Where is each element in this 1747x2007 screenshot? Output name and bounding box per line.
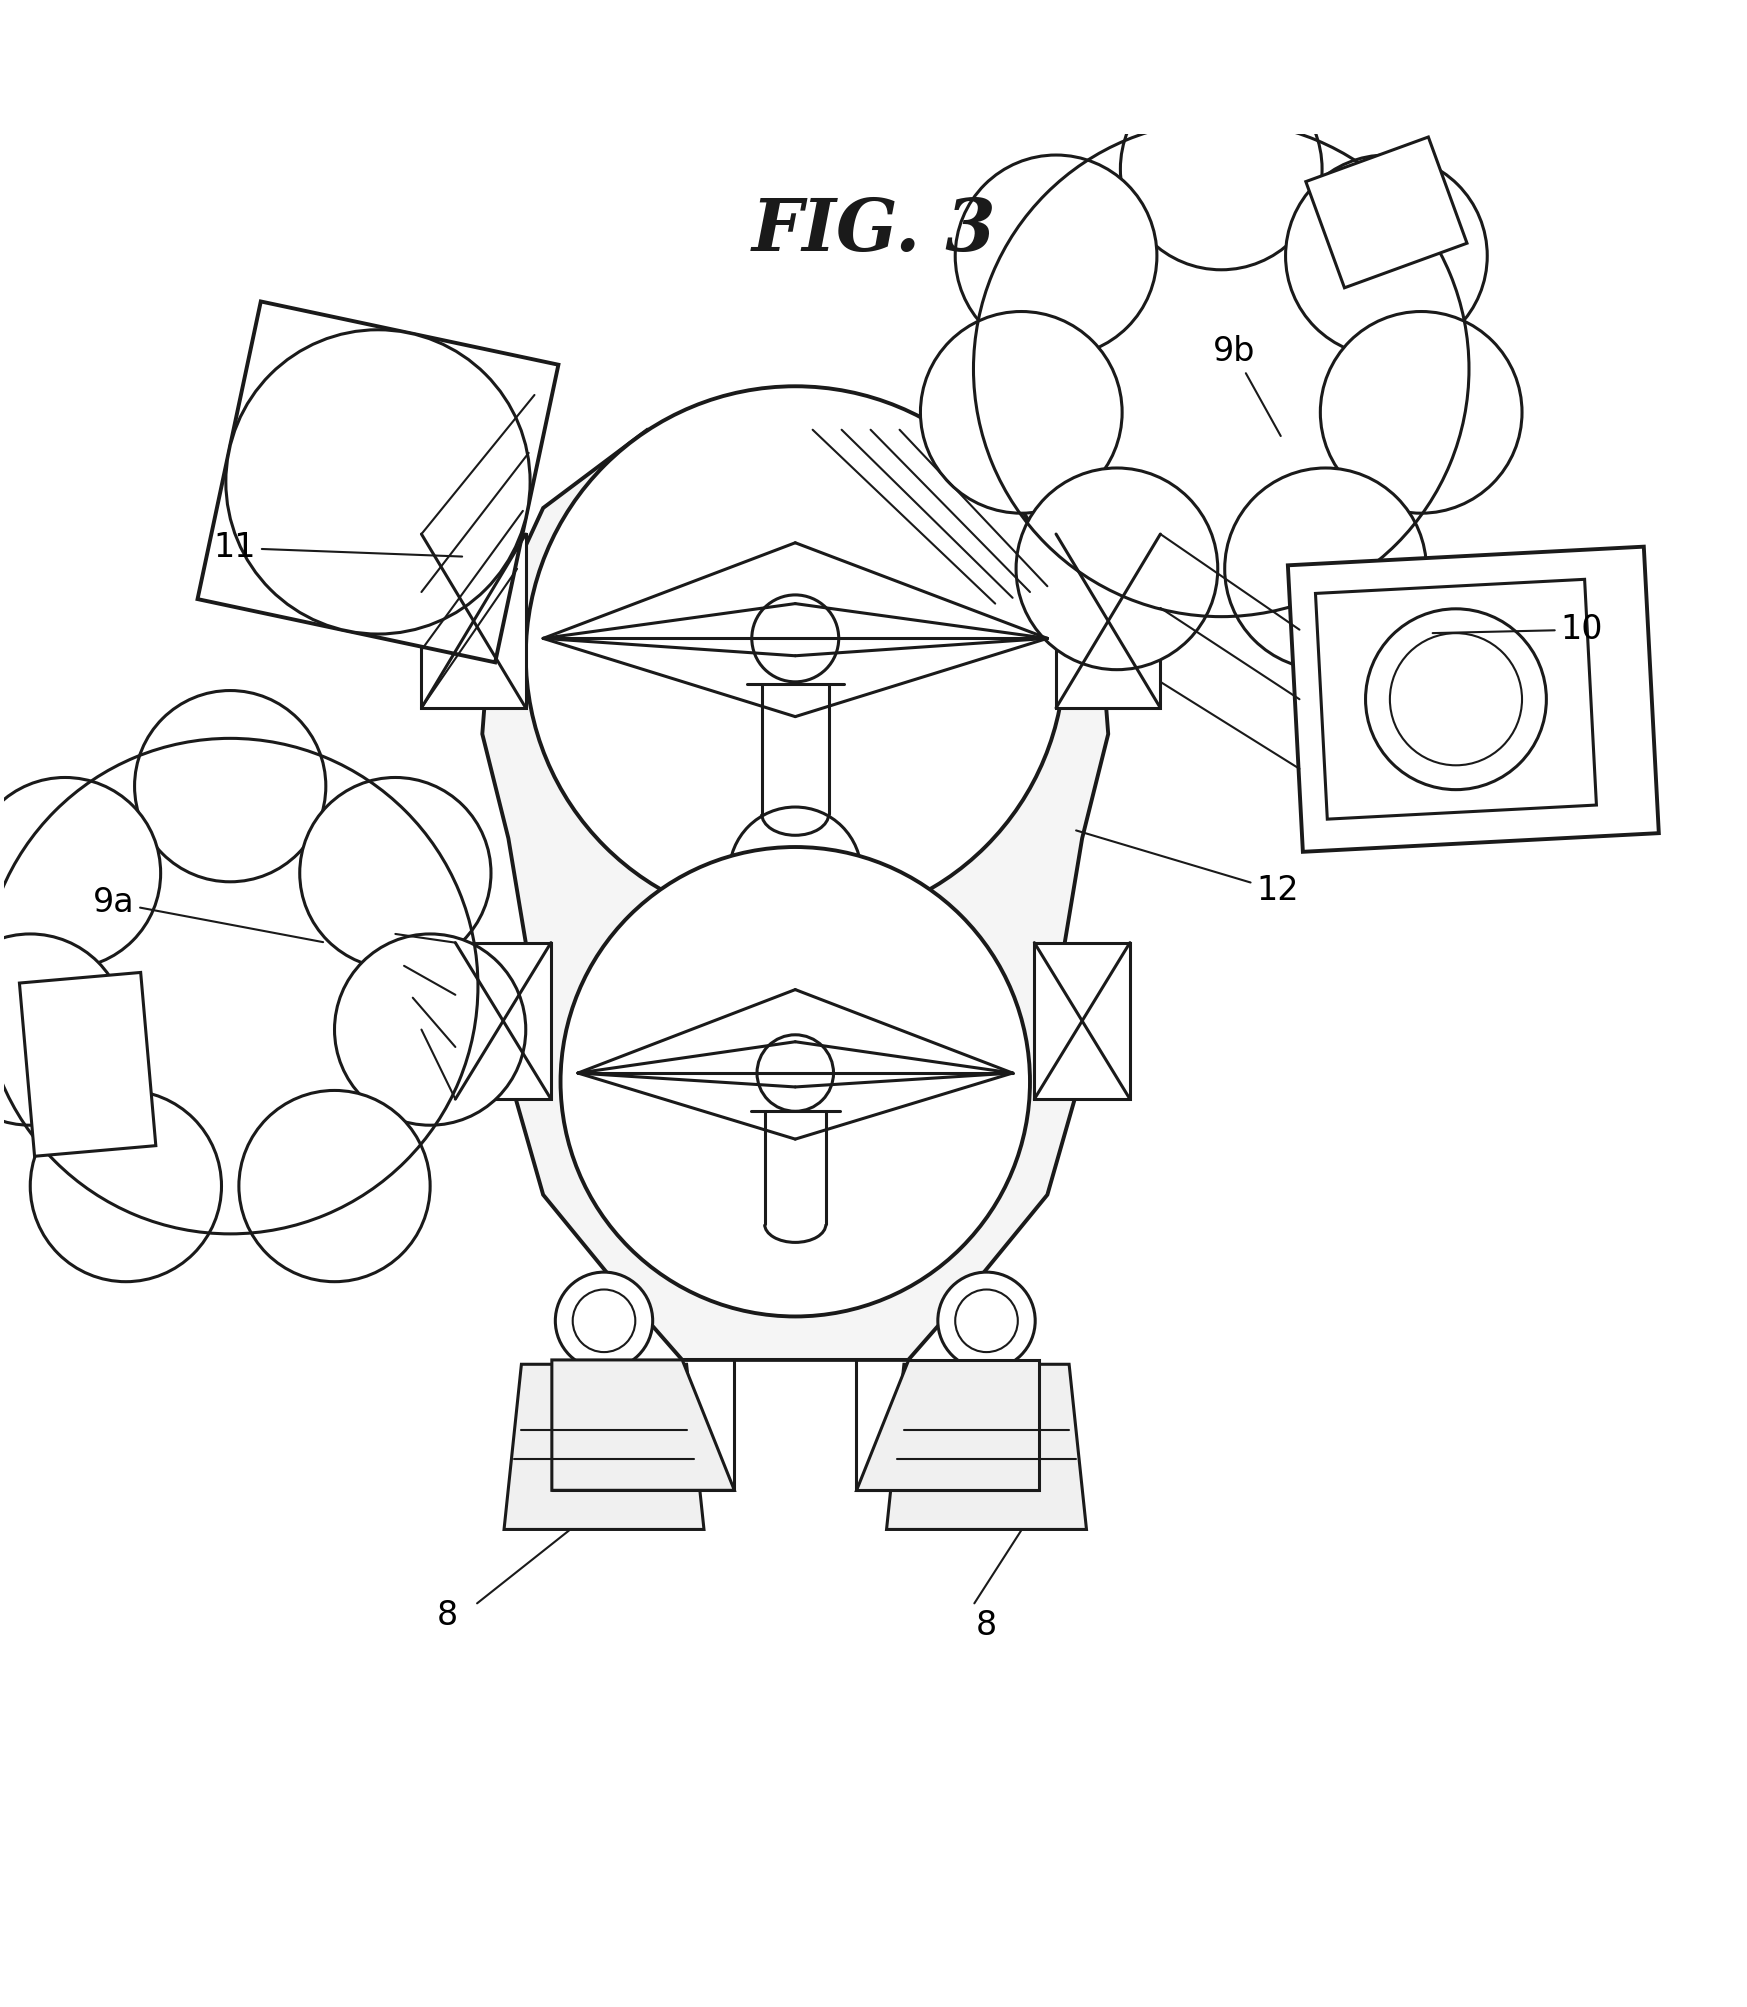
Circle shape xyxy=(135,690,327,881)
Circle shape xyxy=(334,933,526,1126)
Circle shape xyxy=(1366,608,1546,789)
Text: FIG. 3: FIG. 3 xyxy=(751,195,996,267)
Text: 12: 12 xyxy=(1076,831,1298,907)
Bar xyxy=(1055,534,1160,708)
Circle shape xyxy=(728,807,861,939)
Circle shape xyxy=(300,777,491,969)
Bar xyxy=(421,534,526,708)
Text: 11: 11 xyxy=(213,532,463,564)
Circle shape xyxy=(556,1272,653,1369)
Text: 8: 8 xyxy=(977,1610,998,1642)
Bar xyxy=(19,973,155,1156)
Circle shape xyxy=(1225,468,1426,670)
Circle shape xyxy=(938,1272,1036,1369)
Circle shape xyxy=(956,155,1157,357)
Bar xyxy=(1315,580,1597,819)
Circle shape xyxy=(1286,155,1487,357)
Circle shape xyxy=(561,847,1031,1317)
Circle shape xyxy=(573,1291,636,1353)
Circle shape xyxy=(239,1090,430,1282)
Text: 9b: 9b xyxy=(1212,335,1281,436)
Bar xyxy=(197,301,559,662)
Text: 9a: 9a xyxy=(93,887,323,941)
Circle shape xyxy=(1321,311,1522,514)
Circle shape xyxy=(1120,68,1322,269)
Circle shape xyxy=(921,311,1122,514)
Bar xyxy=(1034,943,1130,1100)
Circle shape xyxy=(756,1036,833,1112)
Polygon shape xyxy=(856,1361,1039,1491)
Circle shape xyxy=(225,329,529,634)
Bar xyxy=(456,943,550,1100)
Polygon shape xyxy=(482,429,1108,1361)
Circle shape xyxy=(1391,632,1522,765)
Bar xyxy=(1288,546,1660,851)
Text: 10: 10 xyxy=(1433,614,1602,646)
Bar xyxy=(1305,136,1467,287)
Polygon shape xyxy=(552,1361,734,1491)
Polygon shape xyxy=(505,1365,704,1529)
Circle shape xyxy=(751,594,839,682)
Circle shape xyxy=(0,933,126,1126)
Polygon shape xyxy=(886,1365,1087,1529)
Text: 8: 8 xyxy=(437,1600,458,1632)
Circle shape xyxy=(30,1090,222,1282)
Circle shape xyxy=(1017,468,1218,670)
Circle shape xyxy=(0,777,161,969)
Circle shape xyxy=(526,385,1064,925)
Circle shape xyxy=(956,1291,1019,1353)
